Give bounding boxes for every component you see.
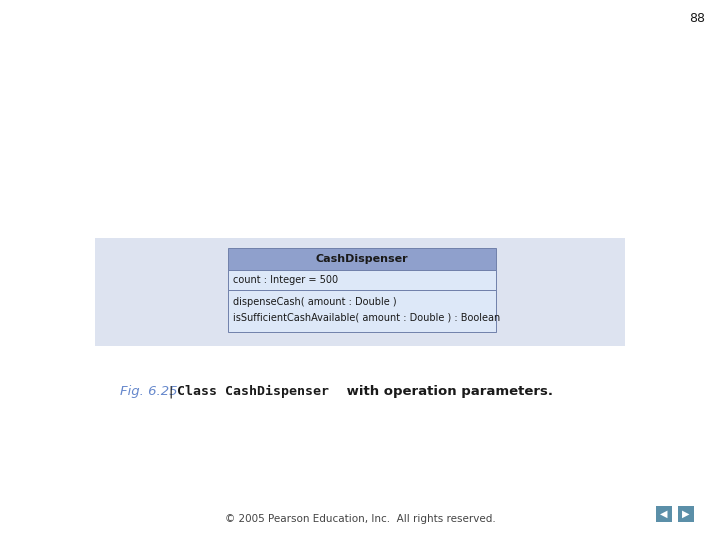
- FancyBboxPatch shape: [95, 238, 625, 346]
- Text: isSufficientCashAvailable( amount : Double ) : Boolean: isSufficientCashAvailable( amount : Doub…: [233, 312, 500, 322]
- Text: ◀: ◀: [660, 509, 667, 519]
- FancyBboxPatch shape: [228, 290, 496, 332]
- Text: CashDispenser: CashDispenser: [315, 254, 408, 264]
- Text: ▶: ▶: [683, 509, 690, 519]
- Text: 88: 88: [689, 12, 705, 25]
- Text: © 2005 Pearson Education, Inc.  All rights reserved.: © 2005 Pearson Education, Inc. All right…: [225, 514, 495, 524]
- FancyBboxPatch shape: [656, 506, 672, 522]
- Text: Class CashDispenser: Class CashDispenser: [177, 385, 329, 398]
- Text: Fig. 6.25: Fig. 6.25: [120, 385, 178, 398]
- FancyBboxPatch shape: [228, 270, 496, 290]
- Text: count : Integer = 500: count : Integer = 500: [233, 275, 338, 285]
- Text: dispenseCash( amount : Double ): dispenseCash( amount : Double ): [233, 297, 397, 307]
- FancyBboxPatch shape: [228, 248, 496, 270]
- Text: |: |: [168, 385, 172, 398]
- Text: with operation parameters.: with operation parameters.: [342, 385, 553, 398]
- FancyBboxPatch shape: [678, 506, 694, 522]
